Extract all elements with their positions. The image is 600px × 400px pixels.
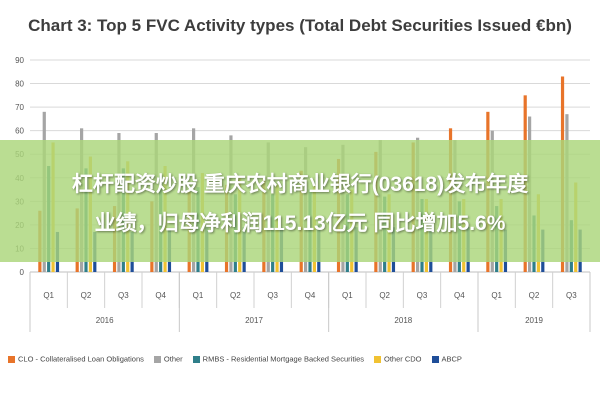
x-tick-label: Q3 <box>118 291 129 300</box>
legend-label: RMBS - Residential Mortgage Backed Secur… <box>202 354 364 364</box>
x-group-label: 2018 <box>394 316 412 325</box>
legend-label: CLO - Collateralised Loan Obligations <box>18 354 144 364</box>
overlay-headline-line2[interactable]: 业绩，归母净利润115.13亿元 同比增加5.6% <box>94 212 506 235</box>
legend-swatch <box>8 355 15 363</box>
legend-label: Other CDO <box>384 354 422 364</box>
x-tick-label: Q3 <box>267 291 278 300</box>
legend-item: RMBS - Residential Mortgage Backed Secur… <box>192 354 364 364</box>
legend-swatch <box>431 355 439 363</box>
x-tick-label: Q4 <box>305 291 316 300</box>
x-group-label: 2019 <box>525 316 543 325</box>
y-tick-label: 60 <box>15 127 24 136</box>
legend-item: Other <box>153 354 183 364</box>
x-tick-label: Q3 <box>566 291 577 300</box>
legend-swatch <box>374 355 381 363</box>
legend-item: ABCP <box>431 354 462 364</box>
y-tick-label: 0 <box>20 268 25 277</box>
x-tick-label: Q1 <box>342 291 353 300</box>
x-tick-label: Q3 <box>417 291 428 300</box>
chart-title: Chart 3: Top 5 FVC Activity types (Total… <box>28 16 572 35</box>
x-tick-label: Q2 <box>379 291 390 300</box>
legend-swatch <box>153 355 161 363</box>
x-tick-label: Q2 <box>81 291 92 300</box>
x-group-label: 2017 <box>245 316 263 325</box>
x-tick-label: Q1 <box>491 291 502 300</box>
overlay-headline-line1[interactable]: 杠杆配资炒股 重庆农村商业银行(03618)发布年度 <box>71 173 529 196</box>
legend-label: ABCP <box>441 354 462 364</box>
y-tick-label: 70 <box>15 103 24 112</box>
y-tick-label: 80 <box>15 80 24 89</box>
x-group-label: 2016 <box>96 316 114 325</box>
x-tick-label: Q4 <box>454 291 465 300</box>
overlay-banner <box>0 140 600 262</box>
legend-item: Other CDO <box>374 354 422 364</box>
x-tick-label: Q1 <box>193 291 204 300</box>
x-tick-label: Q1 <box>43 291 54 300</box>
chart-legend: CLO - Collateralised Loan Obligations Oth… <box>8 354 598 364</box>
legend-swatch <box>192 355 200 363</box>
x-tick-label: Q4 <box>155 291 166 300</box>
x-tick-label: Q2 <box>529 291 540 300</box>
x-tick-label: Q2 <box>230 291 241 300</box>
y-tick-label: 90 <box>15 56 24 65</box>
legend-label: Other <box>163 354 183 364</box>
legend-item: CLO - Collateralised Loan Obligations <box>8 354 144 364</box>
